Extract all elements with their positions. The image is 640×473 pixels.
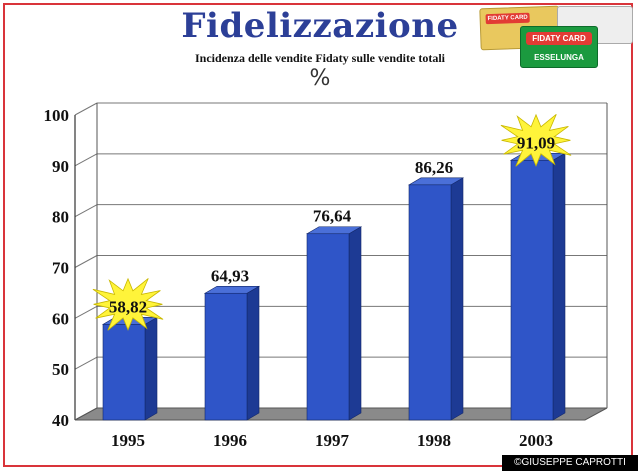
unit-label: % <box>309 66 331 91</box>
data-label: 58,82 <box>109 297 147 316</box>
y-tick-label: 40 <box>52 411 69 430</box>
highlight-starburst <box>92 277 164 331</box>
y-tick-label: 100 <box>44 106 70 125</box>
fidaty-green-card-image: FIDATY CARD ESSELUNGA <box>520 26 598 68</box>
bar-side-2003 <box>552 152 566 421</box>
y-tick-label: 90 <box>52 157 69 176</box>
grid-depth-line <box>74 356 98 370</box>
data-label: 91,09 <box>517 133 555 152</box>
grid-depth-line <box>74 255 98 268</box>
page-border <box>3 3 633 467</box>
highlight-starburst <box>500 113 572 167</box>
x-tick-label: 1996 <box>213 431 247 450</box>
y-tick-label: 60 <box>52 309 69 328</box>
bar-1997 <box>306 233 350 421</box>
y-tick-label: 50 <box>52 360 69 379</box>
x-tick-label: 2003 <box>519 431 553 450</box>
data-label: 76,64 <box>313 207 352 226</box>
bar-side-1998 <box>450 177 464 421</box>
chart-title: Fidelizzazione <box>181 6 459 46</box>
data-label: 64,93 <box>211 266 249 285</box>
grid-depth-line <box>74 305 98 319</box>
bar-1996 <box>204 292 248 421</box>
grid-depth-line <box>74 102 98 116</box>
x-tick-label: 1998 <box>417 431 451 450</box>
grid-depth-line <box>74 204 98 218</box>
bar-side-1996 <box>246 285 260 421</box>
copyright-watermark: ©GIUSEPPE CAPROTTI <box>502 455 638 471</box>
y-tick-label: 70 <box>52 259 69 278</box>
x-tick-label: 1997 <box>315 431 350 450</box>
x-tick-label: 1995 <box>111 431 145 450</box>
data-label: 86,26 <box>415 158 453 177</box>
bar-1998 <box>408 184 452 421</box>
chart-subtitle: Incidenza delle vendite Fidaty sulle ven… <box>195 51 445 65</box>
bar-side-1995 <box>144 316 158 421</box>
y-tick-label: 80 <box>52 208 69 227</box>
bar-2003 <box>510 159 554 421</box>
green-card-brand: FIDATY CARD <box>526 32 592 45</box>
grid-depth-line <box>74 153 98 167</box>
label-layer: 1995 58,82 1996 64,93 1997 76,64 1998 86,26 2003… <box>92 113 572 450</box>
bar-side-1997 <box>348 226 362 421</box>
bar-layer <box>101 152 567 421</box>
bar-1995 <box>102 324 146 421</box>
green-card-esselunga: ESSELUNGA <box>534 53 584 62</box>
